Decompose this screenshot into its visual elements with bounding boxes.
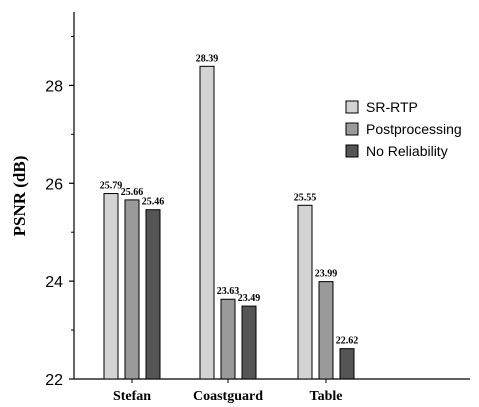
y-axis-title: PSNR (dB): [10, 156, 29, 237]
bar-stefan-postprocessing: [124, 199, 140, 380]
legend: SR-RTP Postprocessing No Reliability: [345, 99, 462, 159]
y-tick-label: 22: [45, 372, 63, 389]
bar-value-label: 25.55: [294, 192, 317, 203]
x-category-label: Table: [310, 389, 343, 404]
bar-table-postprocessing: [318, 281, 334, 380]
bar-value-label: 23.99: [315, 269, 338, 280]
bar-coastguard-no-reliability: [241, 305, 257, 380]
x-category-label: Stefan: [113, 389, 151, 404]
legend-swatch: [345, 144, 359, 158]
y-tick-label: 28: [45, 78, 63, 95]
bar-value-label: 23.49: [238, 293, 261, 304]
bar-stefan-sr-rtp: [103, 193, 119, 380]
bar-stefan-no-reliability: [145, 209, 161, 380]
y-ticks: 22 24 26 28: [45, 35, 74, 389]
legend-label: Postprocessing: [366, 121, 462, 137]
bars: [103, 65, 355, 380]
bar-value-label: 25.79: [100, 181, 123, 192]
bar-value-label: 28.39: [196, 53, 219, 64]
bar-coastguard-sr-rtp: [199, 65, 215, 380]
x-labels: Stefan Coastguard Table: [113, 379, 343, 404]
bar-coastguard-postprocessing: [220, 298, 236, 380]
legend-label: No Reliability: [366, 143, 448, 159]
x-category-label: Coastguard: [193, 389, 263, 404]
bar-value-label: 25.46: [142, 197, 165, 208]
bar-value-label: 25.66: [121, 187, 144, 198]
legend-swatch: [345, 100, 359, 114]
y-tick-label: 24: [45, 274, 63, 291]
bar-table-no-reliability: [339, 348, 355, 380]
y-tick-label: 26: [45, 176, 63, 193]
bar-value-label: 23.63: [217, 286, 240, 297]
bar-table-sr-rtp: [297, 204, 313, 380]
axes: [73, 12, 470, 380]
legend-swatch: [345, 122, 359, 136]
bar-value-label: 22.62: [336, 336, 359, 347]
legend-label: SR-RTP: [366, 99, 418, 115]
